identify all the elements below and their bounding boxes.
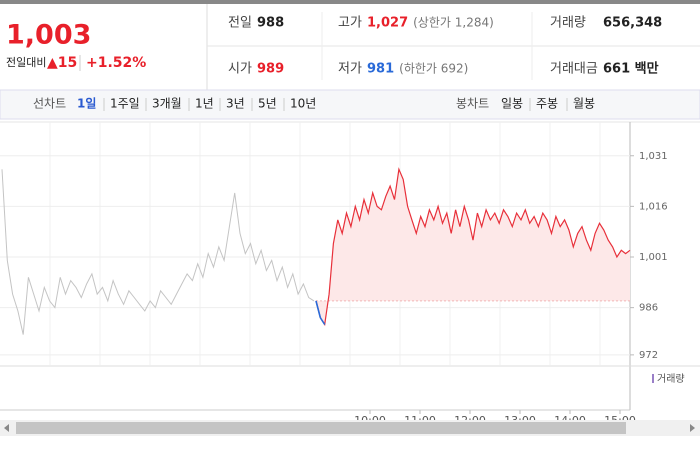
tab-group-label: 봉차트 <box>456 97 489 111</box>
tab[interactable]: 월봉 <box>573 97 595 111</box>
change-label: 전일대비 <box>6 55 46 69</box>
tab[interactable]: 3년 <box>226 97 245 111</box>
summary-label: 시가 <box>228 62 252 77</box>
summary-value: 989 <box>257 62 284 77</box>
today-down-segment <box>315 300 322 318</box>
summary-value: 656,348 <box>603 16 662 31</box>
tab[interactable]: 주봉 <box>536 97 558 111</box>
legend-swatch <box>652 374 654 383</box>
summary-note: (상한가 1,284) <box>413 16 494 30</box>
tab[interactable]: 1일 <box>77 97 96 111</box>
scrollbar-thumb[interactable] <box>16 422 626 434</box>
tab[interactable]: 3개월 <box>152 97 182 111</box>
change-pct: +1.52% <box>86 55 146 71</box>
previous-line <box>1 169 315 335</box>
tab-bar <box>0 89 700 120</box>
summary-label: 거래량 <box>550 16 586 31</box>
summary-label: 저가 <box>338 62 362 77</box>
price: 1,003 <box>6 20 91 51</box>
summary-value: 1,027 <box>367 16 408 31</box>
today-down-segment <box>319 317 326 325</box>
y-tick-label: 1,001 <box>639 252 668 263</box>
today-area <box>316 169 630 325</box>
tab-group-label: 선차트 <box>33 97 66 111</box>
summary-label: 전일 <box>228 16 252 31</box>
volume-label: 거래량 <box>657 373 685 385</box>
tab[interactable]: 일봉 <box>501 97 523 111</box>
scroll-right[interactable] <box>690 424 695 432</box>
summary-label: 거래대금 <box>550 62 598 77</box>
summary-value: 988 <box>257 16 284 31</box>
today-line <box>315 167 631 327</box>
summary-value: 981 <box>367 62 394 77</box>
summary-note: (하한가 692) <box>399 62 468 76</box>
tab[interactable]: 1년 <box>195 97 214 111</box>
tab[interactable]: 5년 <box>258 97 277 111</box>
summary-value: 661 백만 <box>603 61 659 77</box>
top-border <box>0 0 700 4</box>
tab[interactable]: 10년 <box>290 97 316 111</box>
tab[interactable]: 1주일 <box>110 97 140 111</box>
scroll-left[interactable] <box>4 424 9 432</box>
change: ▲15 <box>47 55 77 71</box>
y-tick-label: 1,031 <box>639 151 668 162</box>
y-tick-label: 986 <box>639 303 658 314</box>
y-tick-label: 1,016 <box>639 201 668 212</box>
y-tick-label: 972 <box>639 350 658 361</box>
summary-label: 고가 <box>338 16 362 31</box>
